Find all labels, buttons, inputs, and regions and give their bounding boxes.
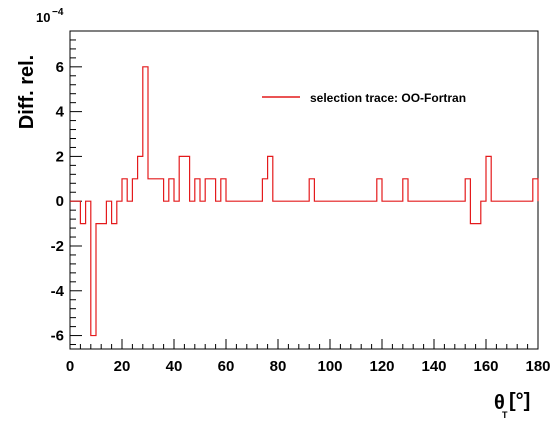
- legend-label: selection trace: OO-Fortran: [310, 91, 466, 105]
- x-tick-label: 80: [270, 358, 287, 375]
- x-tick-label: 180: [525, 358, 550, 375]
- x-axis-symbol: θ: [494, 392, 505, 414]
- x-tick-label: 140: [421, 358, 446, 375]
- y-tick-label: 4: [56, 104, 65, 121]
- x-tick-label: 0: [66, 358, 74, 375]
- y-exponent-base: 10: [36, 10, 50, 25]
- x-tick-label: 20: [114, 358, 131, 375]
- x-tick-label: 100: [317, 358, 342, 375]
- x-tick-label: 40: [166, 358, 183, 375]
- x-tick-label: 120: [369, 358, 394, 375]
- series-line-oo-fortran: [70, 66, 539, 337]
- y-tick-label: 2: [56, 148, 64, 165]
- y-tick-label: -2: [51, 238, 64, 255]
- y-tick-label: -6: [51, 328, 64, 345]
- y-tick-label: -4: [51, 283, 65, 300]
- x-tick-label: 60: [218, 358, 235, 375]
- y-exponent-power: −4: [52, 7, 64, 18]
- y-axis-title: Diff. rel.: [16, 55, 38, 129]
- axes: 0 20 40 60 80 100 120 140 160 180 -6 -4 -2 0 2 4 6: [51, 39, 551, 375]
- series-layer: [70, 66, 539, 337]
- y-tick-label: 0: [56, 193, 64, 210]
- x-axis-subscript: T: [502, 410, 508, 420]
- axis-titles: 10 −4 Diff. rel. θT[°]: [16, 7, 530, 420]
- plot-frame: [69, 30, 539, 350]
- y-tick-label: 6: [56, 59, 64, 76]
- legend: selection trace: OO-Fortran: [262, 91, 466, 105]
- x-tick-label: 160: [473, 358, 498, 375]
- x-axis-unit: [°]: [509, 390, 530, 412]
